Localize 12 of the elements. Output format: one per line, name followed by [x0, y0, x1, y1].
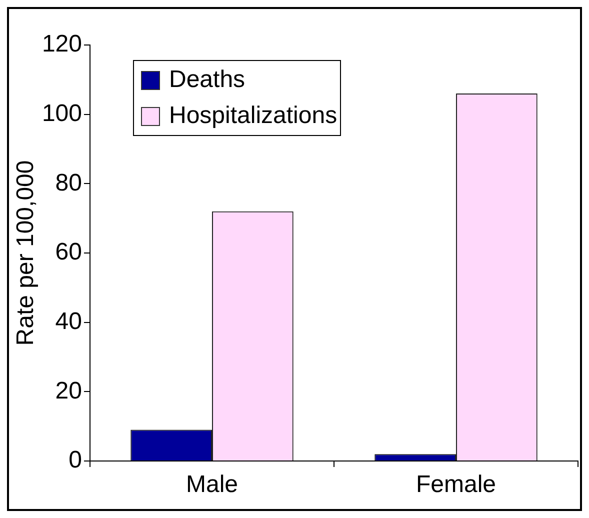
- y-tick-label: 0: [68, 446, 82, 474]
- x-tick-label: Female: [416, 471, 496, 498]
- legend-label: Hospitalizations: [169, 102, 338, 130]
- y-axis-title: Rate per 100,000: [12, 160, 40, 346]
- y-tick-label: 20: [55, 377, 82, 404]
- y-tick-label: 100: [42, 100, 82, 127]
- x-tick-label: Male: [186, 471, 238, 498]
- y-tick-label: 40: [55, 308, 82, 335]
- y-tick-label: 80: [55, 169, 82, 196]
- legend-label: Deaths: [169, 66, 246, 94]
- y-tick-label: 60: [55, 238, 82, 266]
- y-tick-label: 120: [42, 30, 82, 58]
